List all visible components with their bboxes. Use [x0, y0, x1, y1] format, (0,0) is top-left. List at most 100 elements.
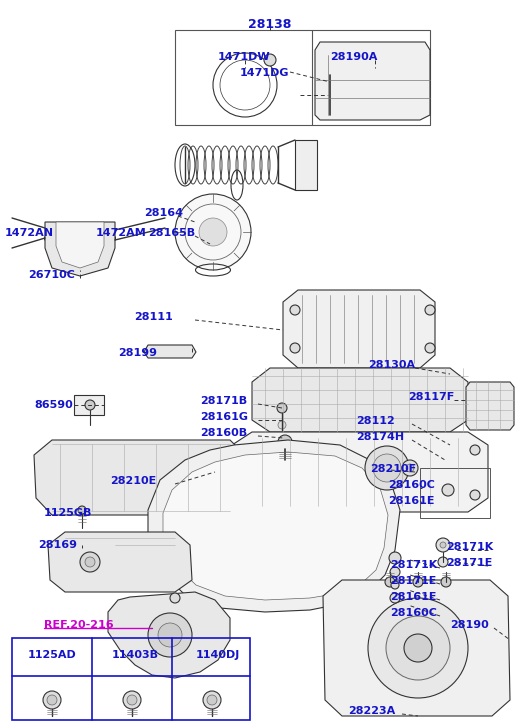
- Text: 28190A: 28190A: [330, 52, 377, 62]
- Text: 28165B: 28165B: [148, 228, 195, 238]
- Text: 28161E: 28161E: [390, 592, 436, 602]
- Circle shape: [390, 593, 400, 603]
- Text: 28171K: 28171K: [446, 542, 493, 552]
- Polygon shape: [232, 432, 488, 512]
- Circle shape: [240, 445, 250, 455]
- Polygon shape: [148, 440, 400, 612]
- Circle shape: [47, 695, 57, 705]
- Circle shape: [203, 691, 221, 709]
- Text: 28171E: 28171E: [446, 558, 493, 568]
- Polygon shape: [56, 222, 104, 268]
- Circle shape: [390, 567, 400, 577]
- Circle shape: [175, 194, 251, 270]
- Text: 28160C: 28160C: [390, 608, 437, 618]
- Polygon shape: [163, 452, 388, 600]
- Text: 28171K: 28171K: [390, 560, 437, 570]
- Text: 28171B: 28171B: [200, 396, 247, 406]
- Circle shape: [441, 577, 451, 587]
- Circle shape: [325, 68, 335, 78]
- Circle shape: [470, 490, 480, 500]
- Circle shape: [85, 400, 95, 410]
- Text: 28161G: 28161G: [200, 412, 248, 422]
- Circle shape: [170, 593, 180, 603]
- Circle shape: [123, 691, 141, 709]
- Circle shape: [290, 305, 300, 315]
- Polygon shape: [466, 382, 514, 430]
- Circle shape: [438, 557, 448, 567]
- Polygon shape: [34, 440, 248, 515]
- Text: 28174H: 28174H: [356, 432, 404, 442]
- Text: 1125GB: 1125GB: [44, 508, 93, 518]
- Circle shape: [373, 454, 401, 482]
- Text: 28171E: 28171E: [390, 576, 436, 586]
- Text: 1472AN: 1472AN: [5, 228, 54, 238]
- Polygon shape: [323, 580, 510, 716]
- Polygon shape: [315, 42, 430, 120]
- Circle shape: [404, 634, 432, 662]
- Text: 28169: 28169: [38, 540, 77, 550]
- Circle shape: [386, 616, 450, 680]
- Circle shape: [80, 552, 100, 572]
- Text: 86590: 86590: [34, 400, 73, 410]
- Bar: [420, 468, 490, 518]
- Text: REF.20-216: REF.20-216: [44, 620, 114, 630]
- Bar: [295, 140, 317, 190]
- Circle shape: [78, 506, 86, 514]
- Circle shape: [442, 484, 454, 496]
- Circle shape: [278, 435, 292, 449]
- Circle shape: [199, 218, 227, 246]
- Text: 28210E: 28210E: [110, 476, 156, 486]
- Polygon shape: [144, 345, 196, 358]
- Circle shape: [240, 490, 250, 500]
- Polygon shape: [45, 222, 115, 276]
- Circle shape: [278, 421, 286, 429]
- Polygon shape: [252, 368, 468, 432]
- Text: 28190: 28190: [450, 620, 489, 630]
- Text: 1125AD: 1125AD: [28, 650, 77, 660]
- Text: 1471DW: 1471DW: [218, 52, 271, 62]
- Circle shape: [158, 623, 182, 647]
- Polygon shape: [48, 532, 192, 592]
- Polygon shape: [108, 592, 230, 678]
- Text: 11403B: 11403B: [112, 650, 159, 660]
- Text: 28130A: 28130A: [368, 360, 415, 370]
- Text: 28199: 28199: [118, 348, 157, 358]
- Text: 28112: 28112: [356, 416, 395, 426]
- Text: 28160B: 28160B: [200, 428, 247, 438]
- Text: 26710C: 26710C: [28, 270, 75, 280]
- Text: 28223A: 28223A: [348, 706, 395, 716]
- Text: 28111: 28111: [134, 312, 173, 322]
- Text: 1472AM: 1472AM: [96, 228, 147, 238]
- Text: 1471DG: 1471DG: [240, 68, 289, 78]
- Circle shape: [385, 577, 395, 587]
- Text: 28138: 28138: [248, 18, 292, 31]
- Circle shape: [440, 542, 446, 548]
- Circle shape: [148, 613, 192, 657]
- Circle shape: [436, 538, 450, 552]
- Text: 28117F: 28117F: [408, 392, 454, 402]
- Circle shape: [43, 691, 61, 709]
- Circle shape: [368, 598, 468, 698]
- Circle shape: [470, 445, 480, 455]
- Bar: [74, 395, 104, 415]
- Circle shape: [425, 305, 435, 315]
- Circle shape: [290, 343, 300, 353]
- Text: 28161E: 28161E: [388, 496, 435, 506]
- Circle shape: [406, 464, 414, 472]
- Circle shape: [85, 557, 95, 567]
- Circle shape: [277, 403, 287, 413]
- Circle shape: [391, 581, 399, 589]
- Circle shape: [207, 695, 217, 705]
- Circle shape: [365, 446, 409, 490]
- Circle shape: [413, 577, 423, 587]
- Text: 28160C: 28160C: [388, 480, 435, 490]
- Polygon shape: [283, 290, 435, 368]
- Text: 28210F: 28210F: [370, 464, 416, 474]
- Circle shape: [127, 695, 137, 705]
- Circle shape: [389, 552, 401, 564]
- Circle shape: [402, 460, 418, 476]
- Circle shape: [425, 343, 435, 353]
- Text: 28164: 28164: [144, 208, 183, 218]
- Bar: [175, 30, 430, 125]
- Text: 1140DJ: 1140DJ: [196, 650, 240, 660]
